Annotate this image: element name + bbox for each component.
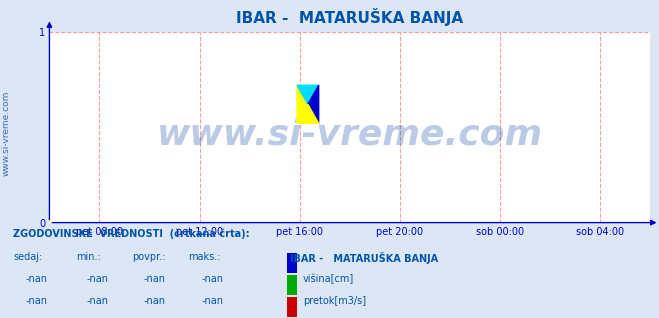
Polygon shape xyxy=(297,104,319,123)
Bar xyxy=(287,252,297,273)
Bar xyxy=(287,275,297,295)
Text: -nan: -nan xyxy=(144,274,166,284)
Text: -nan: -nan xyxy=(86,274,109,284)
Text: www.si-vreme.com: www.si-vreme.com xyxy=(2,91,11,176)
Text: -nan: -nan xyxy=(25,274,47,284)
Text: višina[cm]: višina[cm] xyxy=(303,274,355,284)
Text: IBAR -   MATARUŠKA BANJA: IBAR - MATARUŠKA BANJA xyxy=(290,252,438,264)
Text: -nan: -nan xyxy=(144,296,166,306)
Text: ZGODOVINSKE  VREDNOSTI  (črtkana črta):: ZGODOVINSKE VREDNOSTI (črtkana črta): xyxy=(13,229,250,239)
Title: IBAR -  MATARUŠKA BANJA: IBAR - MATARUŠKA BANJA xyxy=(237,9,463,26)
Text: -nan: -nan xyxy=(201,274,223,284)
Text: povpr.:: povpr.: xyxy=(132,252,165,262)
Text: maks.:: maks.: xyxy=(188,252,220,262)
Polygon shape xyxy=(297,85,319,104)
Text: www.si-vreme.com: www.si-vreme.com xyxy=(157,118,543,152)
Text: -nan: -nan xyxy=(201,296,223,306)
Polygon shape xyxy=(297,85,308,123)
Text: pretok[m3/s]: pretok[m3/s] xyxy=(303,296,366,306)
Text: min.:: min.: xyxy=(76,252,101,262)
Polygon shape xyxy=(308,85,319,123)
Bar xyxy=(287,297,297,317)
Text: -nan: -nan xyxy=(86,296,109,306)
Text: -nan: -nan xyxy=(25,296,47,306)
Text: sedaj:: sedaj: xyxy=(13,252,42,262)
